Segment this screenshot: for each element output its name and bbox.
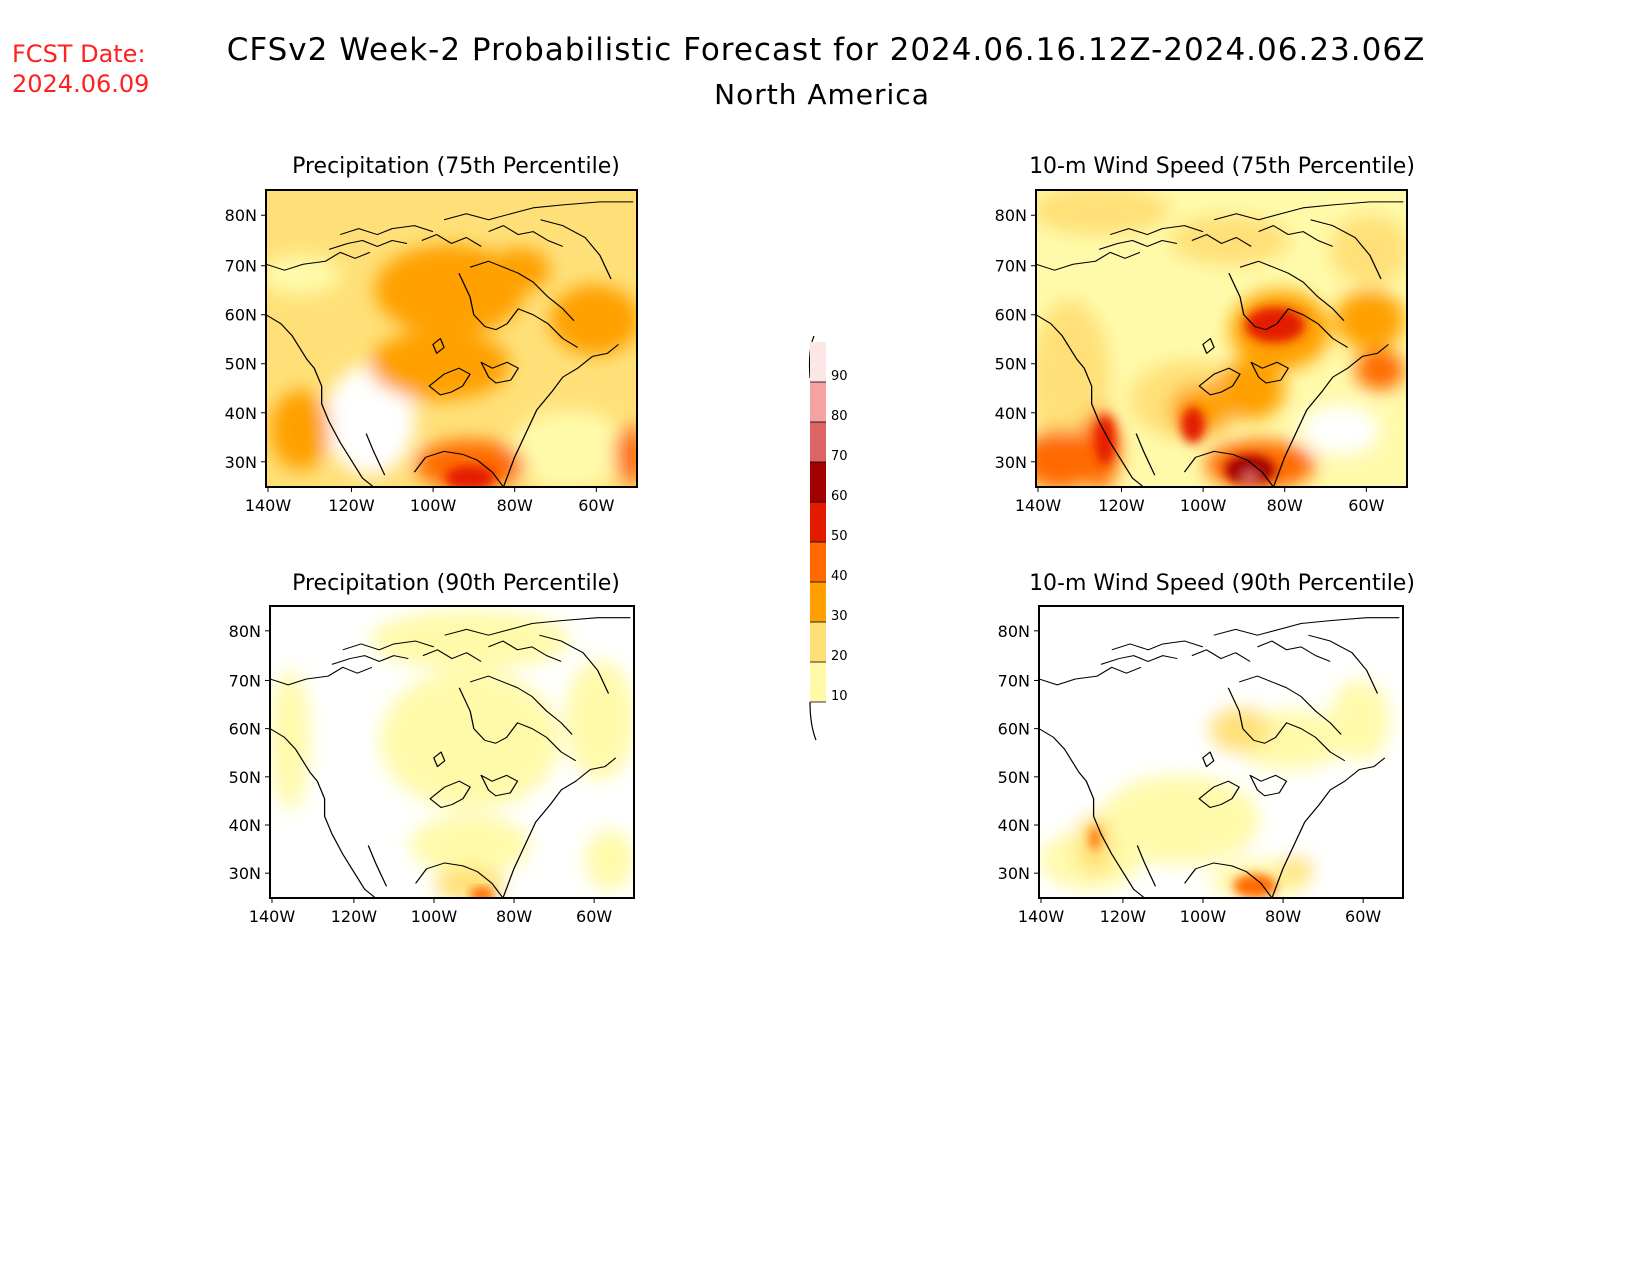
lat-tick-label: 60N [229,720,261,739]
colorbar-swatch [810,502,826,542]
lat-tick-label: 40N [995,404,1027,423]
lat-tick-label: 60N [995,306,1027,325]
lon-tick-label: 120W [331,907,378,926]
lat-tick-label: 70N [998,671,1030,690]
fcst-date: 2024.06.09 [12,70,149,98]
lon-tick-label: 120W [1100,907,1147,926]
lon-tick-label: 140W [249,907,296,926]
colorbar-level-label: 90 [831,369,848,384]
lat-tick-label: 80N [995,206,1027,225]
lon-tick-label: 60W [1345,907,1381,926]
lat-tick-label: 70N [995,257,1027,276]
lat-tick-label: 50N [229,768,261,787]
colorbar-swatch [810,422,826,462]
lon-tick-label: 80W [496,907,532,926]
lat-tick-label: 30N [995,453,1027,472]
colorbar-swatch [810,462,826,502]
map-panel-precip-75: Precipitation (75th Percentile) [265,154,638,488]
panel-title: 10-m Wind Speed (75th Percentile) [1029,154,1415,179]
page-title: CFSv2 Week-2 Probabilistic Forecast for … [227,32,1426,68]
lat-tick-label: 50N [995,355,1027,374]
lat-tick-label: 40N [229,816,261,835]
colorbar-level-label: 80 [831,409,848,424]
colorbar-level-label: 70 [831,449,848,464]
colorbar-level-label: 20 [831,649,848,664]
lon-tick-label: 60W [578,496,614,515]
colorbar-level-label: 50 [831,529,848,544]
lon-tick-label: 140W [245,496,292,515]
lat-tick-label: 80N [998,622,1030,641]
page-subtitle: North America [714,78,930,111]
lat-tick-label: 40N [225,404,257,423]
lon-tick-label: 100W [1180,907,1227,926]
colorbar-swatch [810,542,826,582]
lat-tick-label: 30N [229,864,261,883]
colorbar-level-label: 30 [831,609,848,624]
lat-tick-label: 60N [225,306,257,325]
panel-title: 10-m Wind Speed (90th Percentile) [1029,571,1415,596]
lat-tick-label: 30N [998,864,1030,883]
lon-tick-label: 80W [1267,496,1303,515]
map-panel-precip-90: Precipitation (90th Percentile) [269,571,635,899]
lat-tick-label: 80N [229,622,261,641]
fcst-label: FCST Date: [12,40,146,68]
lat-tick-label: 40N [998,816,1030,835]
colorbar-swatch [810,382,826,422]
lon-tick-label: 60W [576,907,612,926]
lat-tick-label: 50N [225,355,257,374]
map-panel-wind-75: 10-m Wind Speed (75th Percentile) [1029,154,1415,488]
colorbar-swatch [810,662,826,702]
axes-layer: 80N 70N 60N 50N 40N 30N 140W 120W 100W 80W 60W 80N 7… [225,206,1385,926]
lon-tick-label: 100W [410,496,457,515]
panel-title: Precipitation (75th Percentile) [292,154,620,179]
colorbar-level-label: 10 [831,689,848,704]
colorbar-level-label: 40 [831,569,848,584]
colorbar-swatch [810,342,826,382]
map-panel-wind-90: 10-m Wind Speed (90th Percentile) [1029,571,1415,899]
colorbar-level-label: 60 [831,489,848,504]
lon-tick-label: 100W [1180,496,1227,515]
colorbar-swatch [810,622,826,662]
colorbar-bottom-cap [809,701,817,741]
lon-tick-label: 60W [1348,496,1384,515]
lon-tick-label: 80W [497,496,533,515]
lon-tick-label: 120W [1098,496,1145,515]
lat-tick-label: 60N [998,720,1030,739]
lat-tick-label: 30N [225,453,257,472]
lon-tick-label: 120W [328,496,375,515]
lon-tick-label: 140W [1015,496,1062,515]
lat-tick-label: 70N [225,257,257,276]
lon-tick-label: 140W [1018,907,1065,926]
lat-tick-label: 80N [225,206,257,225]
lat-tick-label: 70N [229,671,261,690]
colorbar-swatch [810,582,826,622]
lat-tick-label: 50N [998,768,1030,787]
colorbar: 10 20 30 40 50 60 70 80 90 [808,335,848,741]
lon-tick-label: 100W [411,907,458,926]
lon-tick-label: 80W [1265,907,1301,926]
panel-title: Precipitation (90th Percentile) [292,571,620,596]
